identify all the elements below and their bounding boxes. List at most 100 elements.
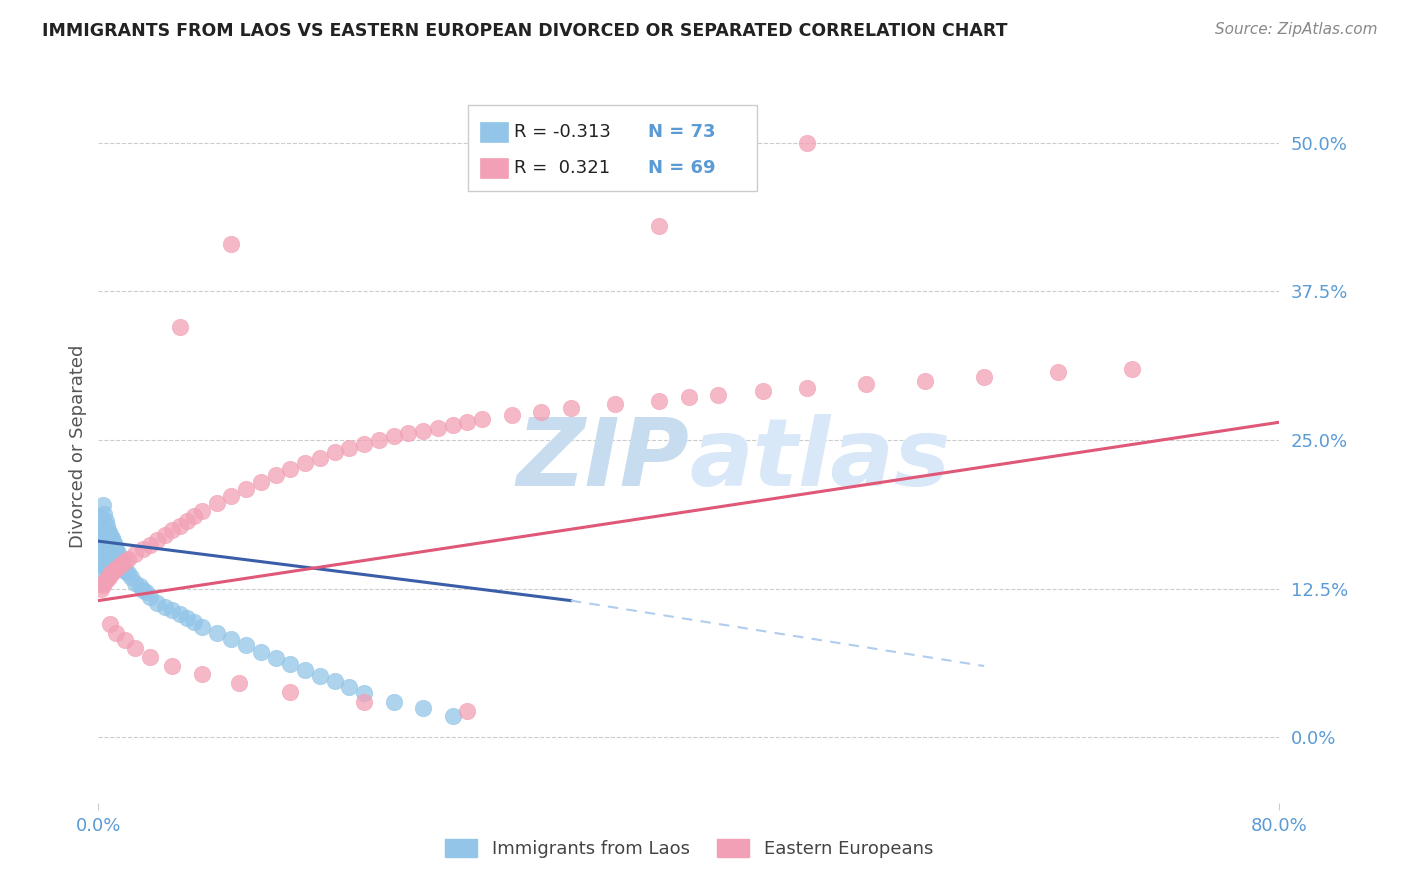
Point <box>153 528 176 542</box>
Text: N = 73: N = 73 <box>648 123 716 141</box>
Point <box>973 370 995 384</box>
Point <box>124 547 146 561</box>
Point <box>264 467 287 482</box>
Point <box>103 534 125 549</box>
Point <box>111 558 134 572</box>
Point <box>103 543 125 558</box>
Point <box>94 514 117 528</box>
Point <box>114 564 136 578</box>
Point <box>278 461 302 475</box>
Point <box>264 650 287 665</box>
Point <box>93 564 115 578</box>
Point <box>353 686 375 700</box>
Point <box>90 534 112 549</box>
Point <box>323 674 346 689</box>
Point <box>183 509 205 524</box>
Point <box>114 632 136 647</box>
Point <box>412 700 434 714</box>
Point <box>93 522 115 536</box>
Point <box>353 436 375 450</box>
Point <box>605 397 627 411</box>
Text: ZIP: ZIP <box>516 414 689 507</box>
Point <box>124 641 146 656</box>
Point <box>176 514 198 528</box>
Point <box>294 663 316 677</box>
Point <box>146 533 169 547</box>
Point <box>648 393 671 408</box>
Point <box>176 611 198 625</box>
Point <box>98 567 121 582</box>
Point <box>94 561 117 575</box>
Point <box>103 564 125 578</box>
Point <box>91 528 114 542</box>
Point <box>107 558 129 572</box>
Point <box>139 538 162 552</box>
Point <box>108 559 131 574</box>
Point <box>278 657 302 671</box>
Point <box>112 561 135 575</box>
Point <box>94 549 117 564</box>
Point <box>205 625 228 640</box>
Point <box>91 499 114 513</box>
Point <box>339 681 360 695</box>
Point <box>97 534 120 549</box>
Point <box>191 667 214 681</box>
Point <box>1121 361 1143 376</box>
Point <box>530 404 553 418</box>
Text: IMMIGRANTS FROM LAOS VS EASTERN EUROPEAN DIVORCED OR SEPARATED CORRELATION CHART: IMMIGRANTS FROM LAOS VS EASTERN EUROPEAN… <box>42 22 1008 40</box>
Point <box>105 554 128 568</box>
Text: N = 69: N = 69 <box>648 159 716 177</box>
Point <box>103 556 125 570</box>
Point <box>169 320 191 334</box>
Point <box>96 518 118 533</box>
Point <box>456 415 478 429</box>
Point <box>162 603 183 617</box>
Point <box>796 136 818 150</box>
Point <box>117 566 139 581</box>
Point <box>100 550 122 565</box>
Point <box>135 585 157 599</box>
Point <box>191 504 214 518</box>
Point <box>796 381 818 395</box>
Point <box>560 401 582 415</box>
Point <box>96 542 118 557</box>
Point <box>139 590 162 604</box>
Point <box>368 433 391 447</box>
Point <box>98 560 121 574</box>
Legend: Immigrants from Laos, Eastern Europeans: Immigrants from Laos, Eastern Europeans <box>437 831 941 865</box>
Point <box>132 582 155 597</box>
Point <box>108 549 131 564</box>
Point <box>427 421 450 435</box>
Point <box>169 518 191 533</box>
Point <box>107 546 129 560</box>
Point <box>98 617 121 632</box>
Point <box>235 638 257 652</box>
Point <box>441 417 464 432</box>
Point <box>128 579 150 593</box>
Point <box>191 620 214 634</box>
Point <box>412 424 434 438</box>
Point <box>91 578 114 592</box>
Point <box>235 482 257 496</box>
Point <box>100 566 122 581</box>
Point <box>219 236 242 251</box>
Point <box>111 557 134 571</box>
Point <box>219 632 242 646</box>
Text: R =  0.321: R = 0.321 <box>515 159 610 177</box>
Point <box>1046 365 1069 379</box>
Point <box>396 425 419 440</box>
Point <box>91 558 114 572</box>
Point <box>120 570 142 584</box>
Point <box>162 524 183 538</box>
Point <box>309 450 332 465</box>
Point <box>90 522 112 536</box>
Point <box>132 542 155 557</box>
Point <box>91 540 114 554</box>
Point <box>94 540 117 554</box>
Text: Source: ZipAtlas.com: Source: ZipAtlas.com <box>1215 22 1378 37</box>
Point <box>105 561 128 575</box>
Point <box>153 599 176 614</box>
Text: atlas: atlas <box>689 414 950 507</box>
Point <box>93 507 115 521</box>
Point <box>855 377 877 392</box>
